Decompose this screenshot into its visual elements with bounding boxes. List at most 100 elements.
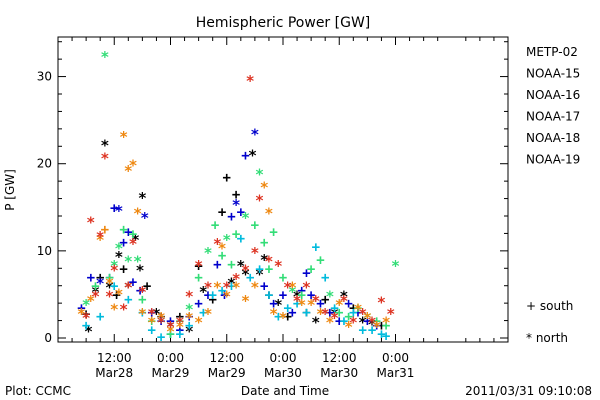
data-point-metp-02: +	[321, 292, 329, 308]
data-point-noaa-15: +	[220, 287, 228, 303]
data-point-noaa-19: *	[293, 292, 302, 310]
data-point-noaa-19: *	[86, 213, 95, 231]
data-point-noaa-18: *	[166, 322, 175, 340]
x-tick-time-label: 12:00	[97, 351, 132, 365]
x-tick-time-label: 0:00	[382, 351, 409, 365]
data-point-noaa-17: +	[354, 301, 362, 317]
data-point-noaa-16: +	[358, 322, 366, 338]
data-point-noaa-18: *	[194, 314, 203, 332]
data-point-noaa-17: *	[325, 287, 334, 305]
data-point-noaa-18: *	[335, 296, 344, 314]
symbol-legend: + south * north	[526, 299, 573, 345]
data-points: +**+**+*+****+*+*+*+* +++*+*****+*+*+*+**…	[77, 48, 400, 345]
data-point-noaa-16: +	[157, 329, 165, 345]
data-point-noaa-18: *	[119, 128, 128, 146]
data-point-noaa-17: *	[185, 301, 194, 319]
data-point-noaa-15: +	[148, 305, 156, 321]
data-point-noaa-17: *	[114, 240, 123, 258]
data-point-noaa-15: +	[335, 314, 343, 330]
data-point-noaa-16: +	[349, 305, 357, 321]
data-point-noaa-16: +	[199, 305, 207, 321]
data-point-noaa-16: +	[377, 327, 385, 343]
x-axis: 12:00Mar280:00Mar2912:00Mar290:00Mar3012…	[71, 37, 495, 380]
data-point-noaa-19: *	[302, 279, 311, 297]
data-point-metp-02: *	[255, 266, 264, 284]
data-point-noaa-19: *	[349, 314, 358, 332]
data-point-noaa-17: *	[133, 253, 142, 271]
data-point-noaa-19: *	[91, 287, 100, 305]
data-point-noaa-17: +	[307, 261, 315, 277]
data-point-noaa-18: *	[175, 318, 184, 336]
data-point-noaa-19: *	[119, 301, 128, 319]
data-point-metp-02: +	[112, 287, 120, 303]
data-point-noaa-17: +	[148, 314, 156, 330]
plot-timestamp: 2011/03/31 09:10:08	[465, 384, 592, 398]
data-point-noaa-18: *	[114, 286, 123, 304]
data-point-metp-02: +	[265, 287, 273, 303]
data-point-noaa-17: +	[194, 270, 202, 286]
data-point-noaa-19: *	[283, 279, 292, 297]
data-point-noaa-15: *	[114, 202, 123, 220]
data-point-noaa-18: *	[218, 240, 227, 258]
data-point-noaa-15: *	[250, 125, 259, 143]
data-point-noaa-15: +	[307, 287, 315, 303]
data-point-noaa-18: *	[77, 305, 86, 323]
data-point-noaa-17: *	[363, 309, 372, 327]
data-point-noaa-15: +	[213, 257, 221, 273]
data-point-noaa-17: +	[227, 257, 235, 273]
data-point-noaa-15: +	[129, 274, 137, 290]
data-point-noaa-16: +	[227, 279, 235, 295]
data-point-noaa-15: +	[373, 318, 381, 334]
data-point-metp-02: +	[119, 261, 127, 277]
data-point-metp-02: +	[96, 270, 104, 286]
data-point-metp-02: +	[232, 187, 240, 203]
data-point-noaa-19: *	[105, 287, 114, 305]
data-point-metp-02: *	[84, 322, 93, 340]
data-point-noaa-15: +	[288, 305, 296, 321]
data-point-noaa-19: *	[321, 305, 330, 323]
data-point-noaa-19: *	[330, 309, 339, 327]
y-tick-label: 30	[37, 70, 52, 84]
data-point-noaa-19: *	[124, 279, 133, 297]
data-point-metp-02: +	[208, 292, 216, 308]
data-point-noaa-16: +	[110, 279, 118, 295]
data-point-noaa-17: *	[124, 253, 133, 271]
x-tick-date-label: Mar30	[320, 366, 358, 380]
legend: METP-02 NOAA-15 NOAA-16 NOAA-17 NOAA-18 NOAA-…	[526, 45, 580, 167]
data-point-noaa-16: +	[340, 314, 348, 330]
data-point-noaa-15: +	[166, 314, 174, 330]
data-point-noaa-19: *	[241, 261, 250, 279]
data-point-noaa-18: *	[307, 296, 316, 314]
data-point-noaa-16: +	[293, 296, 301, 312]
data-point-noaa-17: +	[166, 327, 174, 343]
x-tick-time-label: 0:00	[270, 351, 297, 365]
data-point-noaa-16: +	[138, 305, 146, 321]
data-point-noaa-15: +	[237, 205, 245, 221]
data-point-noaa-16: +	[274, 309, 282, 325]
legend-entry: NOAA-15	[526, 67, 580, 81]
data-point-metp-02: +	[218, 205, 226, 221]
data-point-noaa-19: *	[100, 150, 109, 168]
data-point-noaa-18: *	[232, 279, 241, 297]
data-point-noaa-15: +	[260, 279, 268, 295]
data-point-metp-02: *	[274, 296, 283, 314]
data-point-noaa-15: +	[354, 305, 362, 321]
data-point-noaa-16: +	[82, 318, 90, 334]
data-point-noaa-18: *	[203, 305, 212, 323]
data-point-noaa-16: +	[302, 305, 310, 321]
symbol-legend-entry: + south	[526, 299, 573, 313]
data-point-noaa-15: +	[279, 287, 287, 303]
data-point-noaa-17: +	[138, 292, 146, 308]
data-point-noaa-17: *	[82, 296, 91, 314]
data-point-noaa-18: *	[250, 279, 259, 297]
data-point-metp-02: *	[138, 189, 147, 207]
data-point-noaa-17: +	[105, 270, 113, 286]
y-tick-label: 0	[44, 331, 52, 345]
data-point-noaa-18: *	[264, 205, 273, 223]
data-point-metp-02: +	[283, 309, 291, 325]
data-point-noaa-15: *	[232, 196, 241, 214]
data-point-noaa-18: *	[297, 296, 306, 314]
legend-entry: NOAA-17	[526, 110, 580, 124]
